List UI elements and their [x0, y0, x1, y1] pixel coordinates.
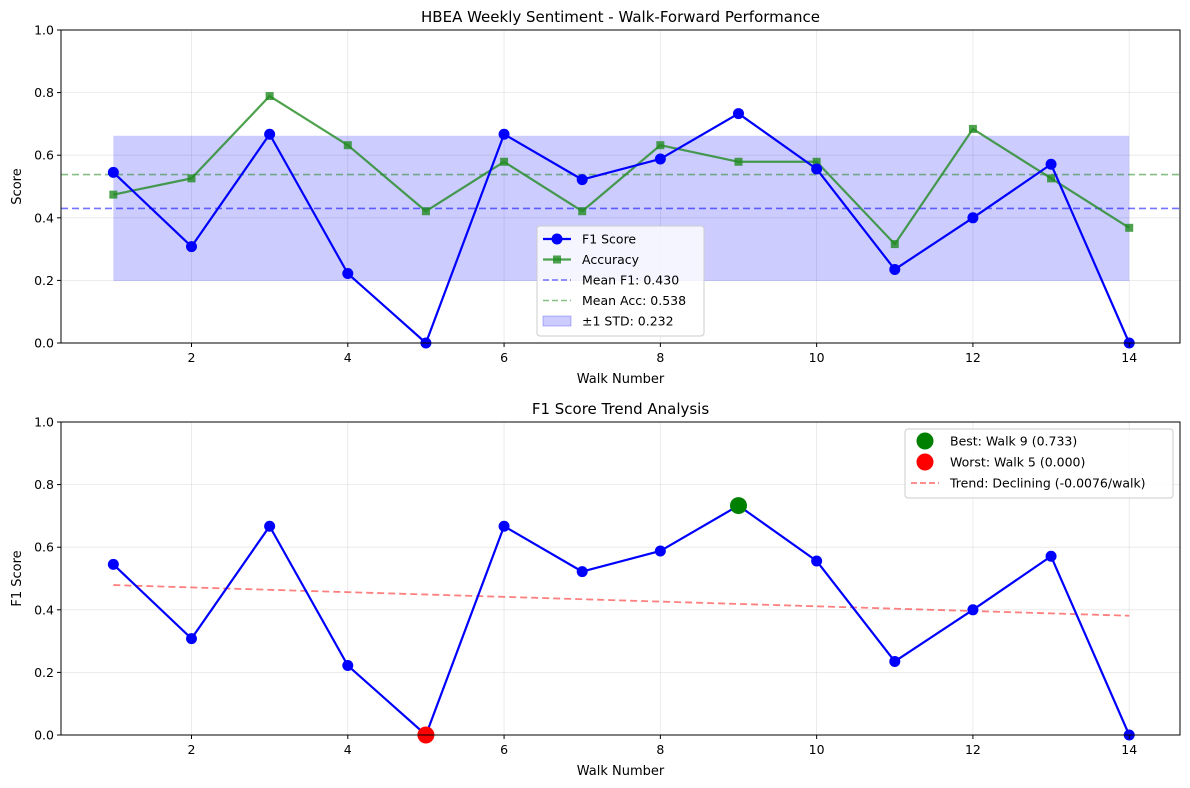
accuracy-point: [656, 141, 665, 150]
f1-point: [811, 555, 823, 567]
f1-point: [264, 128, 276, 140]
legend-label: F1 Score: [582, 232, 636, 247]
f1-point: [967, 212, 979, 224]
x-tick-label: 10: [809, 350, 825, 365]
f1-point: [1045, 158, 1057, 170]
f1-point: [342, 268, 354, 280]
x-tick-label: 10: [809, 742, 825, 757]
x-tick-label: 2: [188, 350, 196, 365]
x-tick-label: 6: [500, 350, 508, 365]
series-line: [112, 504, 1131, 737]
legend: Best: Walk 9 (0.733) Worst: Walk 5 (0.000…: [904, 428, 1174, 499]
f1-point: [185, 241, 197, 253]
x-tick-label: 12: [965, 742, 981, 757]
f1-point: [185, 633, 197, 645]
legend-label: Mean F1: 0.430: [582, 273, 679, 288]
legend-swatch-marker: [551, 233, 563, 245]
legend-swatch-marker: [553, 255, 561, 264]
y-tick-label: 0.6: [34, 148, 54, 163]
series-line: [113, 94, 1130, 246]
legend: F1 Score Accuracy Mean F1: 0.430 Mean Acc: …: [536, 225, 705, 337]
legend-label: Trend: Declining (-0.0076/walk): [949, 476, 1146, 491]
series-line: [112, 112, 1131, 345]
accuracy-point: [734, 157, 743, 166]
y-tick-label: 1.0: [34, 415, 54, 430]
f1-point: [967, 604, 979, 616]
x-tick-label: 6: [500, 742, 508, 757]
best-point: [729, 497, 747, 515]
y-tick-label: 0.0: [34, 336, 54, 351]
x-tick-label: 2: [188, 742, 196, 757]
accuracy-point: [812, 157, 821, 166]
y-tick-label: 0.4: [34, 210, 54, 225]
f1-point: [889, 263, 901, 275]
x-tick-label: 8: [656, 742, 664, 757]
legend-label: ±1 STD: 0.232: [582, 314, 674, 329]
x-tick-label: 14: [1121, 742, 1137, 757]
f1-point: [342, 660, 354, 672]
f1-point: [654, 153, 666, 165]
f1-point: [732, 108, 744, 120]
x-tick-label: 14: [1121, 350, 1137, 365]
f1-point: [889, 655, 901, 667]
y-axis-label: F1 Score: [10, 550, 25, 606]
accuracy-point: [890, 240, 899, 249]
legend-label: Accuracy: [582, 252, 640, 267]
x-axis-label: Walk Number: [577, 372, 665, 387]
x-axis-label: Walk Number: [577, 764, 665, 779]
y-tick-label: 0.4: [34, 602, 54, 617]
series-f1-score: [107, 108, 1135, 349]
legend-swatch-marker: [916, 432, 934, 450]
y-axis-label: Score: [10, 168, 25, 204]
chart-2: 2 4 6 8 10 12 14 0.0 0.2 0.4 0.6 0.8 1.0 F1 Score Tre…: [10, 400, 1181, 779]
accuracy-point: [500, 157, 509, 166]
chart-title: F1 Score Trend Analysis: [532, 400, 710, 418]
x-tick-label: 4: [344, 742, 352, 757]
accuracy-point: [1125, 223, 1134, 232]
chart-title: HBEA Weekly Sentiment - Walk-Forward Per…: [421, 8, 820, 26]
f1-point: [576, 174, 588, 186]
legend-label: Worst: Walk 5 (0.000): [950, 455, 1085, 470]
y-tick-label: 0.6: [34, 540, 54, 555]
series-f1: [107, 500, 1135, 741]
legend-label: Mean Acc: 0.538: [582, 293, 686, 308]
trend-line: [113, 584, 1130, 617]
accuracy-point: [265, 92, 274, 101]
f1-point: [107, 558, 119, 570]
f1-point: [107, 166, 119, 178]
axes-frame: [60, 421, 1181, 736]
accuracy-point: [421, 207, 430, 216]
accuracy-point: [578, 207, 587, 216]
chart-1: 2 4 6 8 10 12 14 0.0 0.2 0.4 0.6 0.8 1.0 HBEA Weekly …: [10, 8, 1181, 387]
x-tick-label: 12: [965, 350, 981, 365]
f1-point: [811, 163, 823, 175]
axes-frame: [60, 29, 1181, 344]
f1-point: [654, 545, 666, 557]
x-tick-label: 8: [656, 350, 664, 365]
series-accuracy: [109, 92, 1134, 249]
y-tick-label: 0.0: [34, 728, 54, 743]
f1-point: [264, 520, 276, 532]
y-tick-label: 0.8: [34, 477, 54, 492]
y-tick-label: 0.8: [34, 85, 54, 100]
legend-swatch-band: [542, 315, 572, 327]
y-tick-label: 0.2: [34, 665, 54, 680]
y-tick-label: 0.2: [34, 273, 54, 288]
f1-point: [498, 128, 510, 140]
legend-box: [904, 428, 1174, 499]
f1-point: [1045, 550, 1057, 562]
legend-box: [536, 225, 705, 337]
y-tick-label: 1.0: [34, 23, 54, 38]
x-tick-label: 4: [344, 350, 352, 365]
accuracy-point: [1047, 174, 1056, 183]
legend-label: Best: Walk 9 (0.733): [950, 434, 1077, 449]
accuracy-point: [109, 190, 118, 199]
f1-point: [498, 520, 510, 532]
legend-swatch-marker: [916, 453, 934, 471]
f1-point: [576, 566, 588, 578]
accuracy-point: [187, 174, 196, 183]
accuracy-point: [343, 141, 352, 150]
accuracy-point: [968, 124, 977, 133]
